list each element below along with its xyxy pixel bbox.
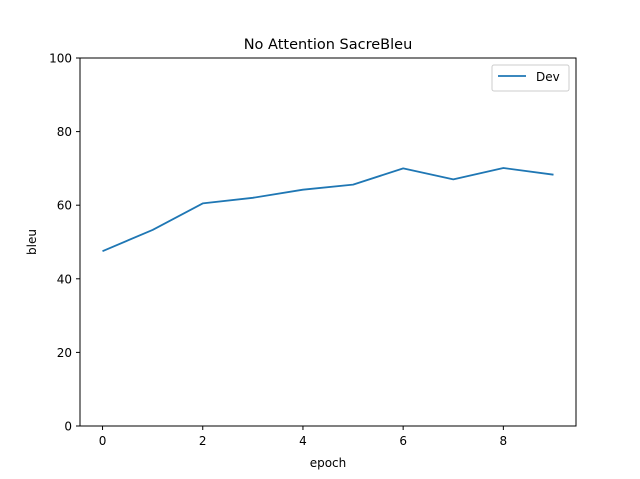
y-tick-label: 80 [57, 125, 72, 139]
y-tick-label: 0 [64, 420, 72, 434]
y-tick-label: 60 [57, 199, 72, 213]
x-tick-label: 6 [399, 434, 407, 448]
y-axis-label: bleu [25, 229, 39, 255]
series-layer [102, 167, 554, 253]
y-tick-label: 40 [57, 272, 72, 286]
plot-frame [79, 57, 577, 427]
series-line-dev [102, 167, 554, 253]
y-tick-label: 20 [57, 346, 72, 360]
legend: Dev [491, 64, 570, 92]
chart-title: No Attention SacreBleu [244, 37, 413, 53]
x-tick-label: 8 [500, 434, 508, 448]
x-tick-label: 4 [299, 434, 307, 448]
x-tick-label: 0 [99, 434, 107, 448]
y-axis-ticks: 0 20 40 60 80 100 [49, 52, 80, 434]
x-axis-ticks: 0 2 4 6 8 [99, 426, 507, 448]
legend-label-dev: Dev [536, 70, 560, 84]
legend-box [491, 64, 570, 92]
y-tick-label: 100 [49, 52, 72, 66]
x-axis-label: epoch [310, 456, 347, 470]
x-tick-label: 2 [199, 434, 207, 448]
